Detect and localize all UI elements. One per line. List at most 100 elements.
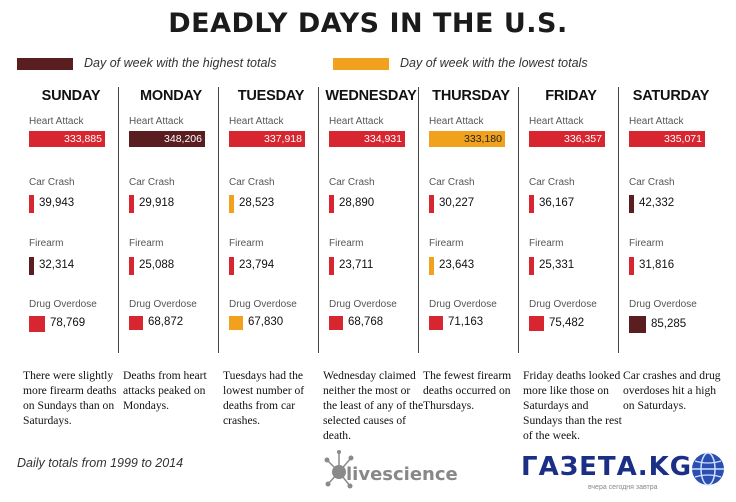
watermark-subtext: вчера сегодня завтра bbox=[588, 484, 658, 491]
bar bbox=[129, 131, 205, 147]
day-note: Deaths from heart attacks peaked on Mond… bbox=[123, 369, 207, 412]
column-divider bbox=[518, 87, 519, 353]
bar-value-label: 67,830 bbox=[248, 316, 284, 328]
cause-label: Firearm bbox=[29, 238, 64, 249]
cause-label: Heart Attack bbox=[529, 116, 584, 127]
legend-label-highest: Day of week with the highest totals bbox=[84, 56, 277, 70]
brand-name: livescience bbox=[346, 464, 458, 485]
bar bbox=[429, 131, 505, 147]
bar-value-label: 337,918 bbox=[264, 133, 302, 145]
bar-value-label: 28,523 bbox=[239, 197, 275, 209]
cause-label: Heart Attack bbox=[329, 116, 384, 127]
cause-label: Drug Overdose bbox=[29, 299, 97, 310]
bar bbox=[129, 316, 143, 330]
cause-label: Car Crash bbox=[629, 177, 675, 188]
bar bbox=[329, 195, 334, 213]
column-divider bbox=[218, 87, 219, 353]
bar bbox=[629, 257, 634, 275]
cause-label: Firearm bbox=[529, 238, 564, 249]
cause-label: Heart Attack bbox=[429, 116, 484, 127]
column-divider bbox=[118, 87, 119, 353]
bar bbox=[529, 195, 534, 213]
cause-label: Firearm bbox=[629, 238, 664, 249]
cause-label: Heart Attack bbox=[29, 116, 84, 127]
bar bbox=[229, 257, 234, 275]
watermark-logo: ГАЗЕТА.KG bbox=[521, 452, 693, 482]
bar-value-label: 336,357 bbox=[564, 133, 602, 145]
cause-label: Car Crash bbox=[229, 177, 275, 188]
column-divider bbox=[318, 87, 319, 353]
bar-value-label: 68,872 bbox=[148, 316, 184, 328]
bar-value-label: 333,180 bbox=[464, 133, 502, 145]
bar bbox=[29, 316, 45, 332]
chart-title: DEADLY DAYS IN THE U.S. bbox=[168, 8, 568, 39]
day-note: Tuesdays had the lowest number of deaths… bbox=[223, 369, 305, 427]
day-header: SATURDAY bbox=[632, 88, 710, 104]
cause-label: Heart Attack bbox=[129, 116, 184, 127]
bar bbox=[529, 316, 544, 331]
cause-label: Drug Overdose bbox=[329, 299, 397, 310]
day-note: Wednesday claimed neither the most or th… bbox=[323, 369, 424, 442]
cause-label: Car Crash bbox=[429, 177, 475, 188]
bar-value-label: 75,482 bbox=[549, 316, 585, 329]
cause-label: Drug Overdose bbox=[629, 299, 697, 310]
cause-label: Firearm bbox=[329, 238, 364, 249]
cause-label: Drug Overdose bbox=[529, 299, 597, 310]
livescience-logo-icon bbox=[324, 450, 354, 489]
globe-icon bbox=[692, 452, 724, 486]
bar-value-label: 39,943 bbox=[39, 197, 75, 209]
column-divider bbox=[618, 87, 619, 353]
cause-label: Car Crash bbox=[329, 177, 375, 188]
bar-value-label: 85,285 bbox=[651, 317, 687, 330]
bar-value-label: 68,768 bbox=[348, 316, 384, 328]
day-note: There were slightly more firearm deaths … bbox=[23, 369, 117, 427]
day-header: SUNDAY bbox=[41, 88, 101, 104]
cause-label: Car Crash bbox=[529, 177, 575, 188]
bar-value-label: 71,163 bbox=[448, 316, 484, 328]
legend-label-lowest: Day of week with the lowest totals bbox=[400, 56, 588, 70]
bar-value-label: 31,816 bbox=[639, 259, 675, 271]
day-note: Friday deaths looked more like those on … bbox=[523, 369, 622, 442]
bar-value-label: 29,918 bbox=[139, 197, 175, 209]
bar bbox=[429, 195, 434, 213]
bar-value-label: 23,643 bbox=[439, 259, 475, 271]
bar bbox=[629, 131, 705, 147]
bar bbox=[29, 131, 105, 147]
bar bbox=[129, 257, 134, 275]
cause-label: Drug Overdose bbox=[229, 299, 297, 310]
footer-note: Daily totals from 1999 to 2014 bbox=[17, 456, 184, 470]
day-note: The fewest firearm deaths occurred on Th… bbox=[423, 369, 512, 412]
bar-value-label: 334,931 bbox=[364, 133, 402, 145]
bar-value-label: 333,885 bbox=[64, 133, 102, 145]
bar bbox=[129, 195, 134, 213]
column-divider bbox=[418, 87, 419, 353]
bar bbox=[29, 257, 34, 275]
day-header: THURSDAY bbox=[432, 88, 510, 104]
bar bbox=[229, 316, 243, 330]
legend-swatch-highest bbox=[17, 58, 73, 70]
bar-value-label: 335,071 bbox=[664, 133, 702, 145]
bar-value-label: 23,794 bbox=[239, 259, 275, 271]
bar bbox=[229, 195, 234, 213]
bar-value-label: 25,331 bbox=[539, 259, 575, 271]
bar-value-label: 30,227 bbox=[439, 197, 475, 209]
cause-label: Heart Attack bbox=[229, 116, 284, 127]
day-header: MONDAY bbox=[140, 88, 202, 104]
bar bbox=[329, 257, 334, 275]
bar bbox=[529, 257, 534, 275]
bar-value-label: 23,711 bbox=[339, 259, 374, 271]
bar bbox=[629, 195, 634, 213]
bar bbox=[529, 131, 605, 147]
bar-value-label: 25,088 bbox=[139, 259, 175, 271]
day-header: TUESDAY bbox=[237, 88, 305, 104]
bar bbox=[329, 131, 405, 147]
cause-label: Drug Overdose bbox=[129, 299, 197, 310]
bar-value-label: 28,890 bbox=[339, 197, 375, 209]
day-note: Car crashes and drug overdoses hit a hig… bbox=[623, 369, 721, 412]
bar-value-label: 32,314 bbox=[39, 259, 75, 271]
bar bbox=[329, 316, 343, 330]
bar-value-label: 36,167 bbox=[539, 197, 575, 209]
bar bbox=[629, 316, 646, 333]
bar bbox=[429, 257, 434, 275]
bar-value-label: 42,332 bbox=[639, 197, 675, 209]
